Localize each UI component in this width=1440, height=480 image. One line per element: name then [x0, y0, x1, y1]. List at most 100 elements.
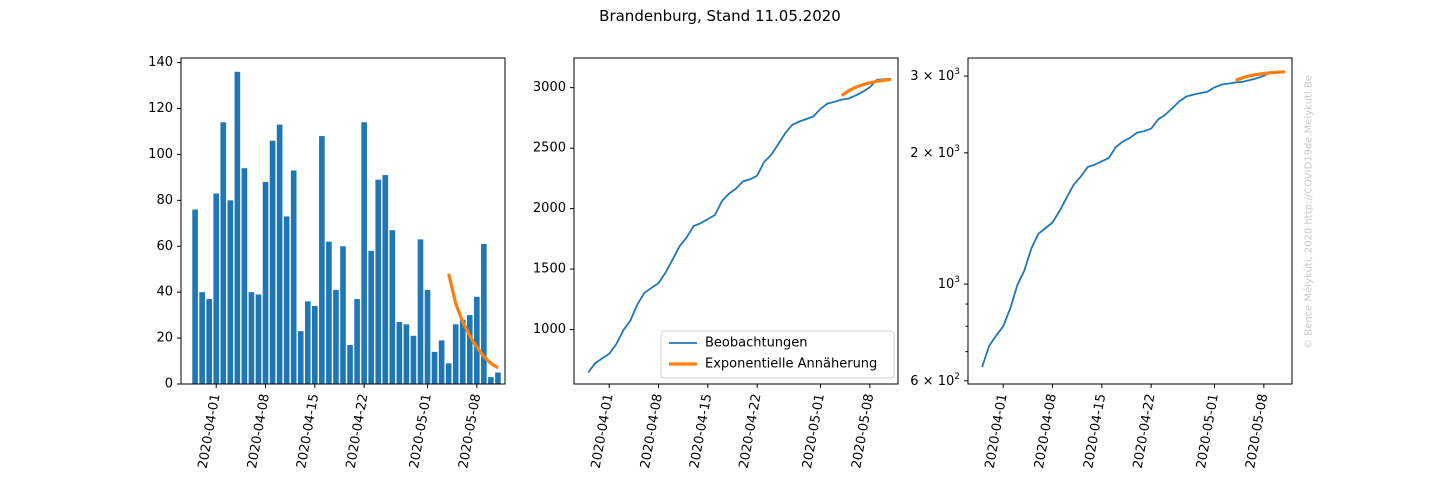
x-tick-label: 2020-05-01	[407, 393, 435, 470]
bar-2020-04-04	[234, 71, 241, 384]
bar-2020-04-26	[389, 230, 396, 384]
bar-2020-04-11	[283, 216, 290, 384]
bar-2020-05-05	[452, 324, 459, 384]
bar-2020-04-29	[410, 335, 417, 384]
y-tick-label: 60	[156, 239, 173, 254]
bar-2020-05-11	[495, 372, 501, 384]
axes-frame	[573, 57, 899, 385]
observed-line-linear	[587, 77, 892, 374]
y-tick-label: 140	[148, 55, 173, 70]
y-tick-label: 3000	[533, 80, 566, 95]
x-tick-label: 2020-05-08	[1243, 393, 1271, 470]
x-tick-label: 2020-05-01	[1194, 393, 1222, 470]
bar-2020-03-29	[192, 209, 198, 384]
bar-2020-03-30	[199, 292, 205, 384]
x-tick-label: 2020-04-08	[1032, 393, 1060, 470]
fit-line-log	[1235, 70, 1286, 82]
bar-2020-05-06	[459, 319, 466, 384]
bar-2020-04-08	[262, 181, 269, 384]
x-tick-label: 2020-04-08	[245, 393, 273, 470]
bar-2020-04-23	[368, 250, 374, 384]
bar-2020-04-01	[213, 193, 220, 384]
x-tick-label: 2020-04-22	[344, 393, 372, 470]
bar-2020-04-21	[354, 299, 360, 384]
x-tick-label: 2020-04-01	[196, 393, 224, 470]
y-tick-label: 2000	[533, 201, 566, 216]
bar-2020-05-02	[431, 351, 438, 384]
chart-daily-new-cases: 0 20 40 60 80 100 120 140 2020-04-01 2020-04-08 20…	[148, 55, 506, 470]
bar-2020-04-24	[375, 179, 382, 384]
bar-2020-04-27	[396, 322, 403, 384]
y-tick-label: 1000	[533, 322, 566, 337]
y-tick-label: 2 × 103	[910, 144, 960, 161]
bar-2020-04-25	[382, 175, 389, 384]
y-tick-label: 100	[148, 147, 173, 162]
tick-base: 3 × 10	[910, 69, 954, 84]
y-tick-label: 2500	[533, 141, 566, 156]
x-tick-label: 2020-04-01	[589, 393, 617, 470]
tick-exponent: 2	[954, 372, 960, 382]
y-tick-label: 1500	[533, 262, 566, 277]
bar-2020-05-07	[466, 315, 473, 384]
bar-2020-05-10	[488, 377, 494, 384]
tick-exponent: 3	[954, 144, 960, 154]
bar-2020-04-17	[326, 241, 332, 384]
legend: Beobachtungen Exponentielle Annäherung	[660, 330, 895, 379]
x-tick-label: 2020-04-15	[1081, 393, 1109, 470]
x-tick-label: 2020-04-22	[1131, 393, 1159, 470]
tick-exponent: 3	[954, 67, 960, 77]
y-tick-label: 120	[148, 101, 173, 116]
y-tick-label: 20	[156, 331, 173, 346]
x-tick-label: 2020-04-15	[294, 393, 322, 470]
x-tick-label: 2020-04-22	[737, 393, 765, 470]
fit-line-linear	[840, 77, 892, 97]
bar-2020-04-20	[347, 344, 353, 384]
legend-box	[660, 330, 895, 379]
tick-exponent: 3	[954, 275, 960, 285]
bar-2020-04-15	[312, 305, 318, 384]
x-tick-label: 2020-05-08	[456, 393, 484, 470]
bar-2020-04-09	[269, 140, 276, 384]
y-tick-label: 3 × 103	[910, 67, 960, 84]
y-tick-label: 0	[165, 377, 173, 392]
x-tick-label: 2020-04-08	[638, 393, 666, 470]
tick-base: 2 × 10	[910, 146, 954, 161]
bar-2020-05-09	[481, 243, 487, 384]
bar-2020-04-14	[304, 301, 311, 384]
figure-title: Brandenburg, Stand 11.05.2020	[599, 7, 841, 25]
fit-line-daily	[447, 273, 499, 370]
bar-2020-04-16	[319, 136, 325, 384]
bar-2020-04-10	[276, 124, 283, 385]
bar-2020-04-12	[290, 170, 297, 384]
bar-2020-04-02	[220, 122, 227, 385]
x-tick-label: 2020-04-15	[687, 393, 715, 470]
x-tick-label: 2020-05-08	[849, 393, 877, 470]
bar-2020-04-22	[361, 122, 367, 385]
y-tick-label: 80	[156, 193, 173, 208]
y-tick-label: 103	[938, 275, 960, 292]
chart-cumulative-linear: 1000 1500 2000 2500 3000 2020-04-01 2020-04-08…	[533, 57, 899, 470]
bar-2020-05-08	[474, 296, 480, 384]
y-tick-label: 40	[156, 285, 173, 300]
legend-label-observed: Beobachtungen	[705, 336, 808, 351]
tick-base: 6 × 10	[910, 374, 954, 389]
legend-label-fit: Exponentielle Annäherung	[705, 357, 877, 372]
axes-frame	[180, 57, 506, 385]
bar-2020-04-28	[403, 324, 410, 384]
bar-2020-04-18	[333, 289, 339, 384]
bar-2020-03-31	[206, 299, 212, 384]
bar-2020-04-03	[227, 200, 234, 384]
y-tick-label: 6 × 102	[910, 372, 960, 389]
bar-2020-05-04	[445, 363, 452, 384]
bar-2020-05-01	[424, 289, 431, 384]
x-tick-label: 2020-05-01	[800, 393, 828, 470]
bar-2020-04-30	[417, 239, 424, 384]
bar-2020-04-06	[248, 292, 255, 384]
x-tick-label: 2020-04-01	[983, 393, 1011, 470]
observed-line-log	[981, 70, 1286, 368]
tick-base: 10	[938, 277, 955, 292]
bar-2020-04-13	[297, 331, 304, 384]
axes-frame	[967, 57, 1293, 385]
